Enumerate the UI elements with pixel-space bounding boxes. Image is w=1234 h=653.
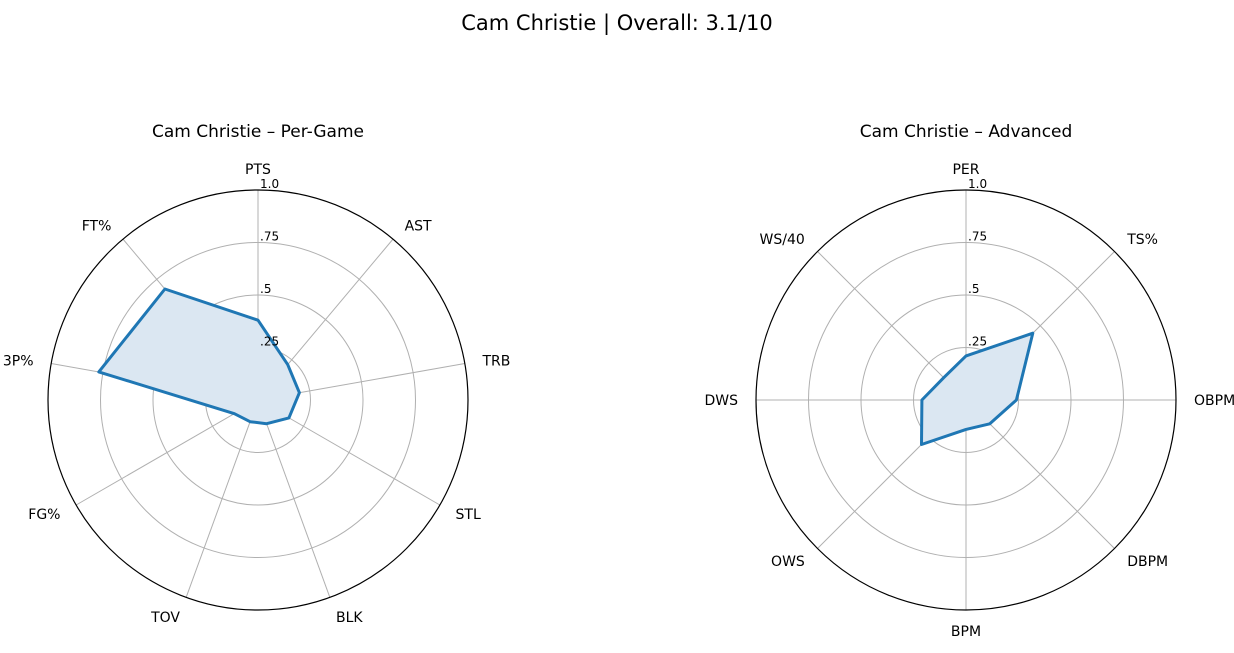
radial-tick-label: .5 xyxy=(968,282,979,296)
axis-label: STL xyxy=(456,507,481,523)
radial-tick-label: .75 xyxy=(260,230,279,244)
radial-tick-label: .75 xyxy=(968,230,987,244)
subplot-title: Cam Christie – Per-Game xyxy=(152,122,364,142)
axis-label: AST xyxy=(405,218,432,234)
axis-label: 3P% xyxy=(3,353,34,369)
axis-spoke xyxy=(185,399,259,598)
series-line xyxy=(97,287,301,426)
axis-label: BPM xyxy=(951,624,981,640)
axis-label: TOV xyxy=(150,610,180,626)
axis-label: TRB xyxy=(482,353,511,369)
axis-spoke xyxy=(257,399,331,598)
axis-label: FT% xyxy=(82,218,112,234)
outer-frame xyxy=(755,189,1177,611)
radial-tick-label: .25 xyxy=(968,335,987,349)
series-area xyxy=(98,289,300,424)
series-line xyxy=(920,331,1035,446)
radial-tick-label: 1.0 xyxy=(968,177,987,191)
axis-spoke xyxy=(817,251,967,401)
axis-label: BLK xyxy=(336,610,363,626)
radial-tick-label: .5 xyxy=(260,282,271,296)
radial-tick-label: .25 xyxy=(260,335,279,349)
axis-label: TS% xyxy=(1126,232,1158,248)
axis-label: OWS xyxy=(771,554,805,570)
axis-spoke xyxy=(75,399,259,506)
axis-label: DWS xyxy=(704,393,738,409)
outer-frame xyxy=(47,189,469,611)
figure-title: Cam Christie | Overall: 3.1/10 xyxy=(461,11,772,36)
axis-label: PER xyxy=(952,162,979,178)
radial-tick-label: 1.0 xyxy=(260,177,279,191)
subplot-title: Cam Christie – Advanced xyxy=(860,122,1073,142)
axis-label: PTS xyxy=(245,162,271,178)
axis-label: OBPM xyxy=(1194,393,1234,409)
axis-label: DBPM xyxy=(1127,554,1168,570)
series-area xyxy=(921,333,1033,445)
axis-label: WS/40 xyxy=(760,232,805,248)
axis-label: FG% xyxy=(28,507,60,523)
